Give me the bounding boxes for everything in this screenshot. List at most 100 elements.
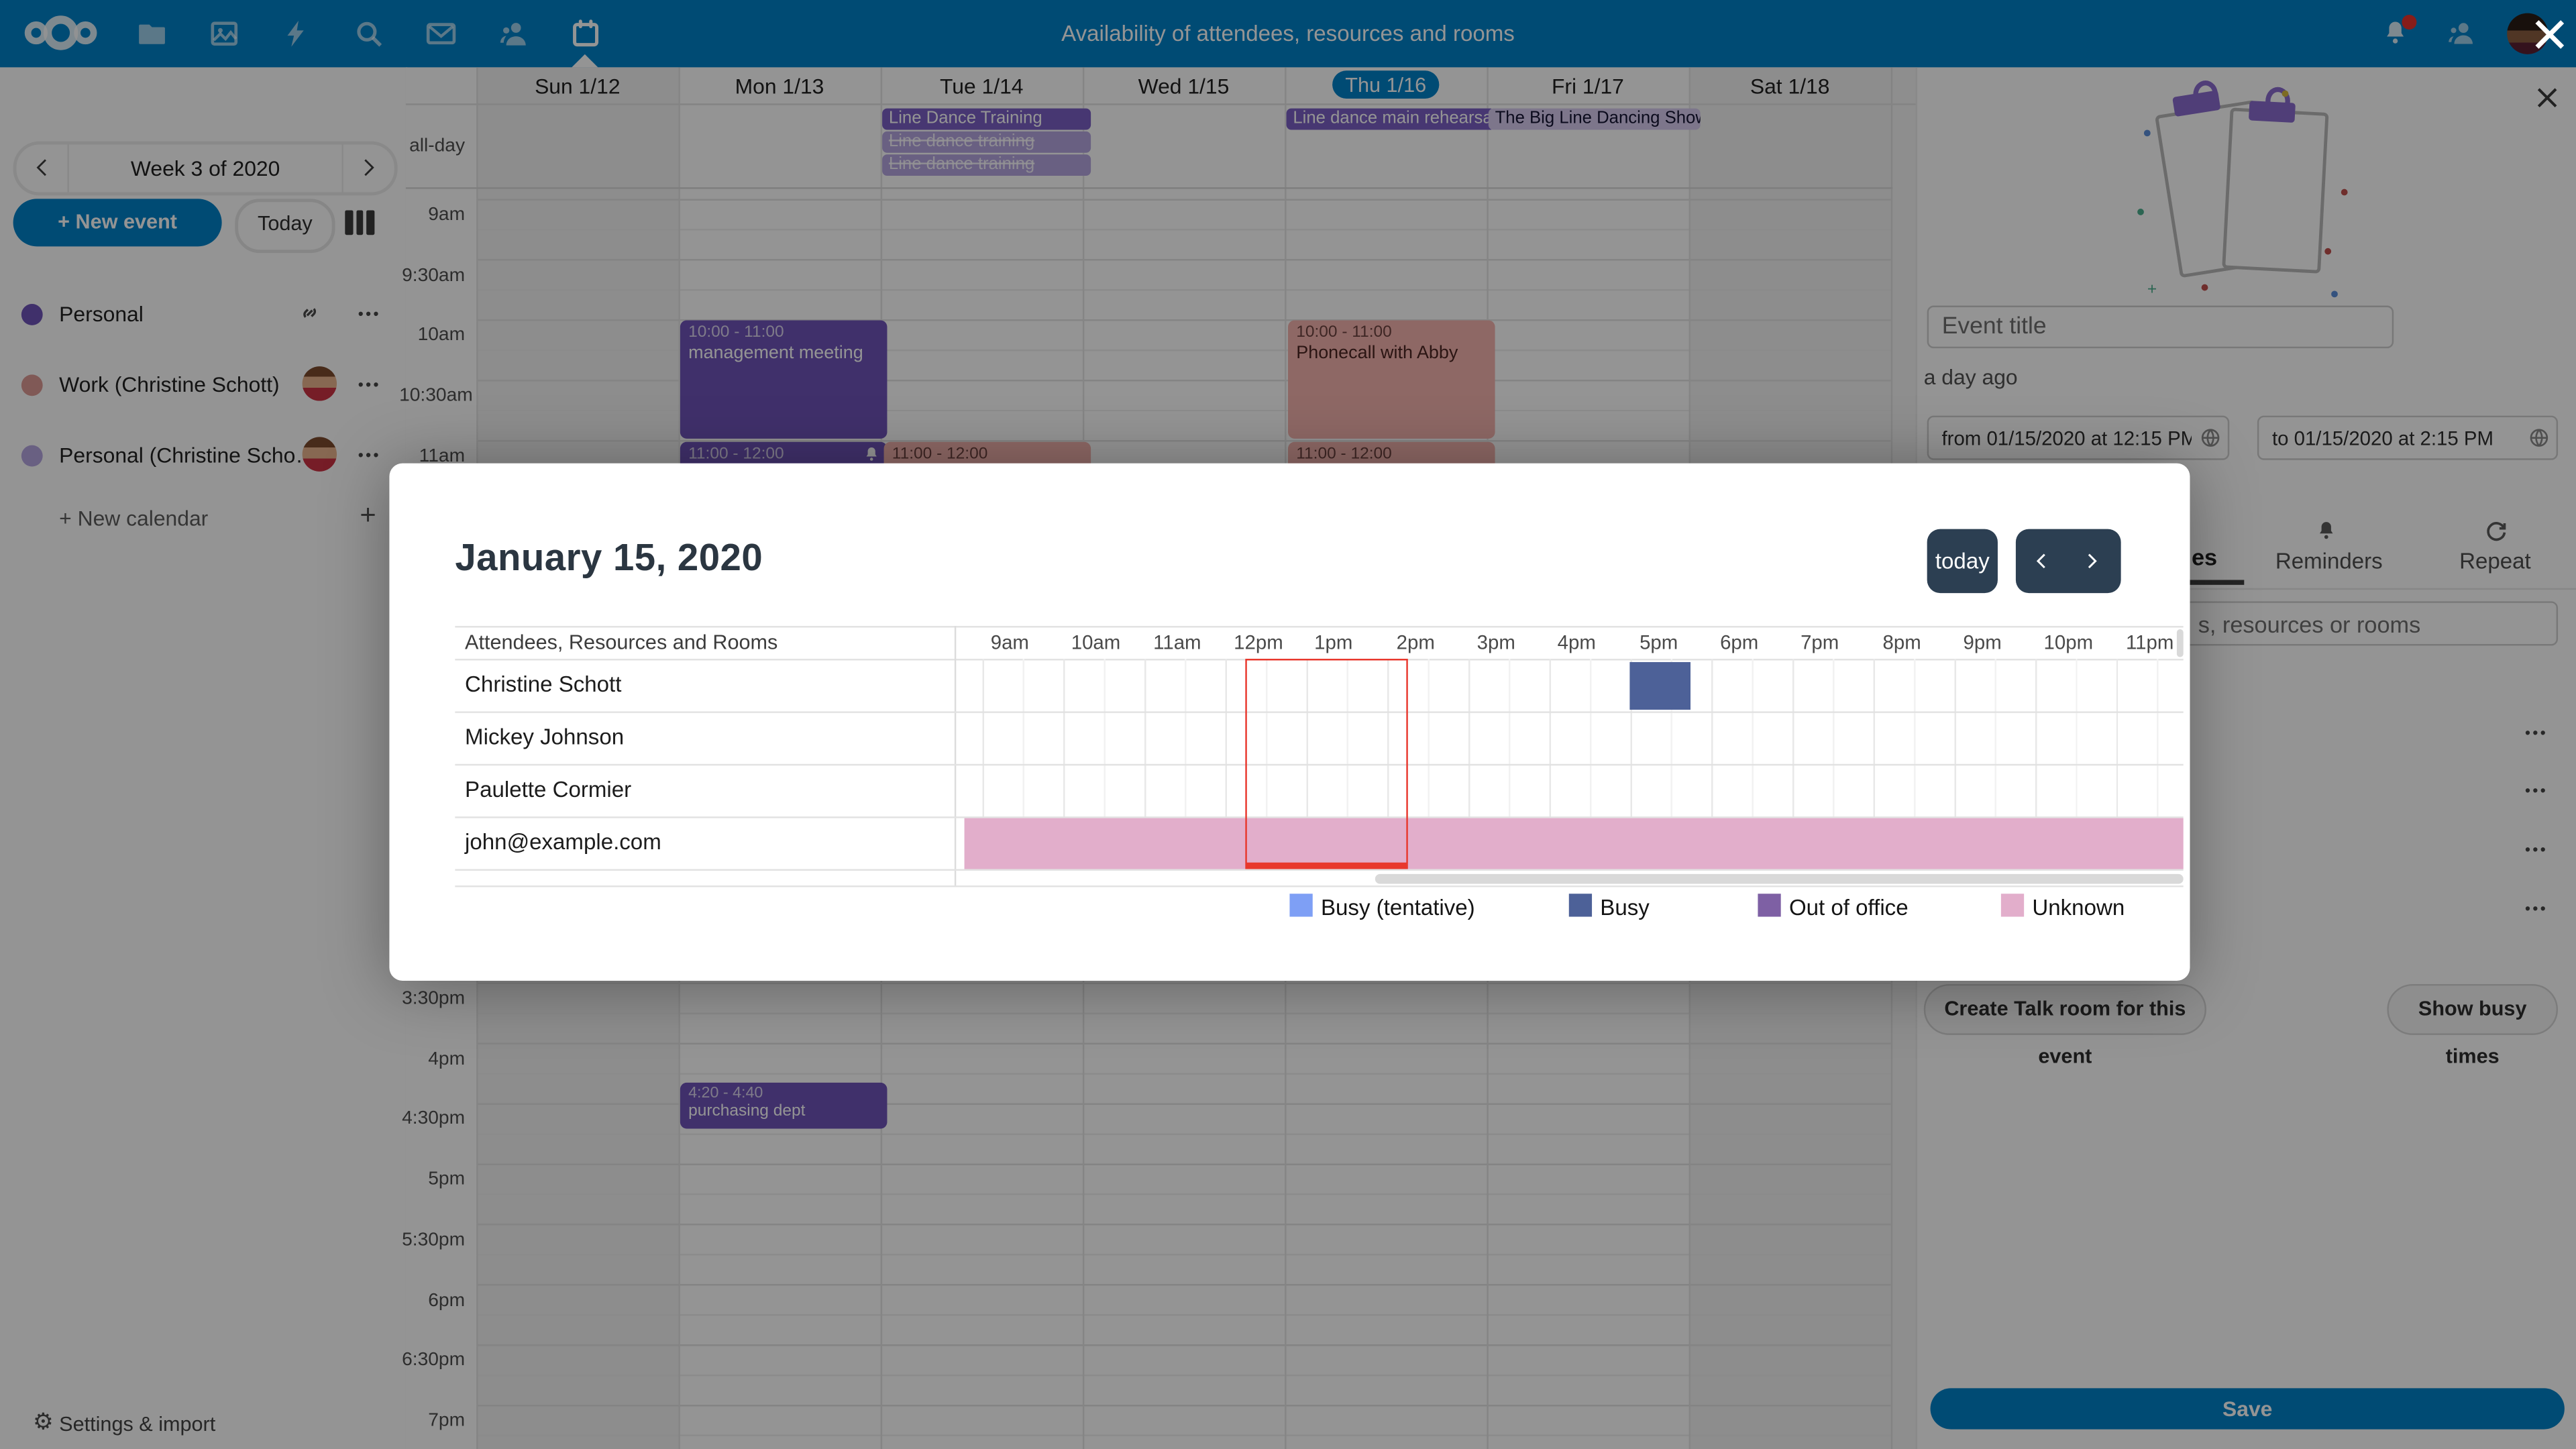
sidebar-close-icon[interactable]: [2535, 85, 2560, 110]
new-event-button[interactable]: + New event: [13, 199, 222, 247]
calendar-item-work[interactable]: Work (Christine Schott) •••: [0, 363, 406, 406]
activity-app-icon[interactable]: [281, 18, 313, 50]
attendee-menu-button[interactable]: •••: [2525, 900, 2548, 917]
event-title: Phonecall with Abby: [1296, 343, 1458, 364]
event-time: 10:00 - 11:00: [1296, 323, 1392, 342]
calendar-owner-avatar: [302, 437, 337, 472]
event-time: 4:20 - 4:40: [688, 1084, 763, 1103]
attendee-row-name: Mickey Johnson: [465, 724, 625, 749]
calendar-item-personal-christine[interactable]: Personal (Christine Scho… •••: [0, 434, 406, 477]
next-day-button[interactable]: [2082, 549, 2101, 574]
tab-attendees-fragment[interactable]: es: [2191, 543, 2218, 570]
next-week-button[interactable]: [356, 156, 379, 179]
event-start-input[interactable]: [1927, 415, 2230, 460]
event-end-input[interactable]: [2257, 415, 2559, 460]
divider: [2098, 588, 2576, 590]
share-link-icon[interactable]: [297, 301, 322, 325]
divider: [455, 626, 2184, 628]
attendee-menu-button[interactable]: •••: [2525, 724, 2548, 741]
day-label: Fri 1/17: [1551, 74, 1624, 99]
legend-label: Busy: [1600, 895, 1650, 920]
day-header-thu-today[interactable]: Thu 1/16: [1285, 70, 1487, 99]
photos-app-icon[interactable]: [209, 18, 240, 50]
mail-app-icon[interactable]: [425, 18, 457, 50]
modal-today-button[interactable]: today: [1927, 529, 1998, 594]
attendee-row-name: Paulette Cormier: [465, 777, 632, 802]
create-talk-room-button[interactable]: Create Talk room for this event: [1923, 983, 2206, 1068]
hour-label: 4pm: [1557, 631, 1596, 654]
day-header-fri[interactable]: Fri 1/17: [1487, 74, 1688, 99]
calendar-app-icon[interactable]: [570, 18, 602, 50]
new-calendar-row[interactable]: + New calendar +: [0, 498, 406, 541]
files-app-icon[interactable]: [136, 18, 168, 50]
allday-event[interactable]: The Big Line Dancing Show: [1488, 107, 1701, 129]
tab-reminders[interactable]: Reminders: [2275, 548, 2383, 574]
nextcloud-logo[interactable]: [23, 13, 99, 53]
day-label: Tue 1/14: [940, 74, 1024, 99]
modal-close-icon[interactable]: [2532, 16, 2568, 52]
day-label: Sun 1/12: [535, 74, 621, 99]
allday-event-cancelled[interactable]: Line dance training: [882, 153, 1091, 175]
search-app-icon[interactable]: [354, 18, 385, 50]
time-label: 4pm: [428, 1049, 466, 1070]
settings-import-row[interactable]: ⚙ Settings & import: [0, 1405, 406, 1448]
row-divider: [455, 711, 2184, 713]
event-title-input[interactable]: [1927, 305, 2394, 349]
show-busy-times-button[interactable]: Show busy times: [2387, 983, 2559, 1068]
previous-day-button[interactable]: [2032, 549, 2051, 574]
time-label: 6:30pm: [402, 1350, 466, 1371]
legend-label: Busy (tentative): [1320, 895, 1475, 920]
calendar-item-personal[interactable]: Personal •••: [0, 292, 406, 335]
notifications-bell-icon[interactable]: [2381, 18, 2412, 50]
settings-label[interactable]: Settings & import: [59, 1413, 216, 1436]
event-time: 11:00 - 12:00: [892, 445, 988, 464]
calendar-menu-button[interactable]: •••: [358, 447, 382, 464]
allday-event-cancelled[interactable]: Line dance training: [882, 130, 1091, 152]
event-time: 11:00 - 12:00: [1296, 445, 1392, 464]
week-label[interactable]: Week 3 of 2020: [130, 156, 280, 181]
modal-horizontal-scrollbar[interactable]: [1375, 873, 2184, 884]
attendees-column-header: Attendees, Resources and Rooms: [465, 631, 778, 654]
previous-week-button[interactable]: [32, 156, 54, 179]
selected-timeslot-outline[interactable]: [1245, 659, 1408, 869]
attendee-menu-button[interactable]: •••: [2525, 782, 2548, 799]
hour-label: 11am: [1153, 631, 1201, 654]
time-label: 10:30am: [399, 386, 473, 406]
hour-label: 6pm: [1720, 631, 1759, 654]
calendar-menu-button[interactable]: •••: [358, 305, 382, 323]
contacts-app-icon[interactable]: [498, 18, 529, 50]
time-label: 9:30am: [402, 266, 466, 286]
time-label: 6pm: [428, 1291, 466, 1311]
event-phonecall-with-abby[interactable]: 10:00 - 11:00 Phonecall with Abby: [1288, 320, 1495, 439]
page-title: Availability of attendees, resources and…: [1061, 21, 1515, 46]
day-header-sat[interactable]: Sat 1/18: [1689, 74, 1891, 99]
time-label: 9am: [428, 205, 466, 225]
plus-icon[interactable]: +: [360, 499, 376, 531]
day-header-wed[interactable]: Wed 1/15: [1083, 74, 1285, 99]
attendee-menu-button[interactable]: •••: [2525, 841, 2548, 858]
event-management-meeting[interactable]: 10:00 - 11:00 management meeting: [680, 320, 888, 439]
calendar-menu-button[interactable]: •••: [358, 376, 382, 393]
day-header-tue[interactable]: Tue 1/14: [881, 74, 1083, 99]
tab-repeat[interactable]: Repeat: [2459, 548, 2531, 574]
row-divider: [455, 869, 2184, 871]
modal-vertical-scrollbar[interactable]: [2176, 629, 2184, 657]
hour-label: 11pm: [2125, 631, 2174, 654]
day-header-mon[interactable]: Mon 1/13: [678, 74, 880, 99]
today-button[interactable]: Today: [235, 199, 335, 254]
allday-event[interactable]: Line dance main rehearsal: [1286, 107, 1495, 129]
view-toggle-icon[interactable]: [345, 210, 374, 235]
timezone-globe-icon[interactable]: [2528, 427, 2550, 449]
new-calendar-label[interactable]: + New calendar: [59, 506, 209, 531]
day-label: Wed 1/15: [1138, 74, 1230, 99]
timezone-globe-icon[interactable]: [2200, 427, 2221, 449]
user-avatar[interactable]: [2507, 13, 2548, 54]
contacts-menu-icon[interactable]: [2447, 18, 2478, 50]
week-navigation: Week 3 of 2020: [13, 141, 398, 196]
save-button[interactable]: Save: [1930, 1388, 2565, 1430]
event-purchasing-dept[interactable]: 4:20 - 4:40 purchasing dept: [680, 1082, 888, 1129]
allday-event[interactable]: Line Dance Training: [882, 107, 1091, 129]
hour-label: 1pm: [1314, 631, 1353, 654]
hour-label: 2pm: [1396, 631, 1435, 654]
day-header-sun[interactable]: Sun 1/12: [476, 74, 678, 99]
